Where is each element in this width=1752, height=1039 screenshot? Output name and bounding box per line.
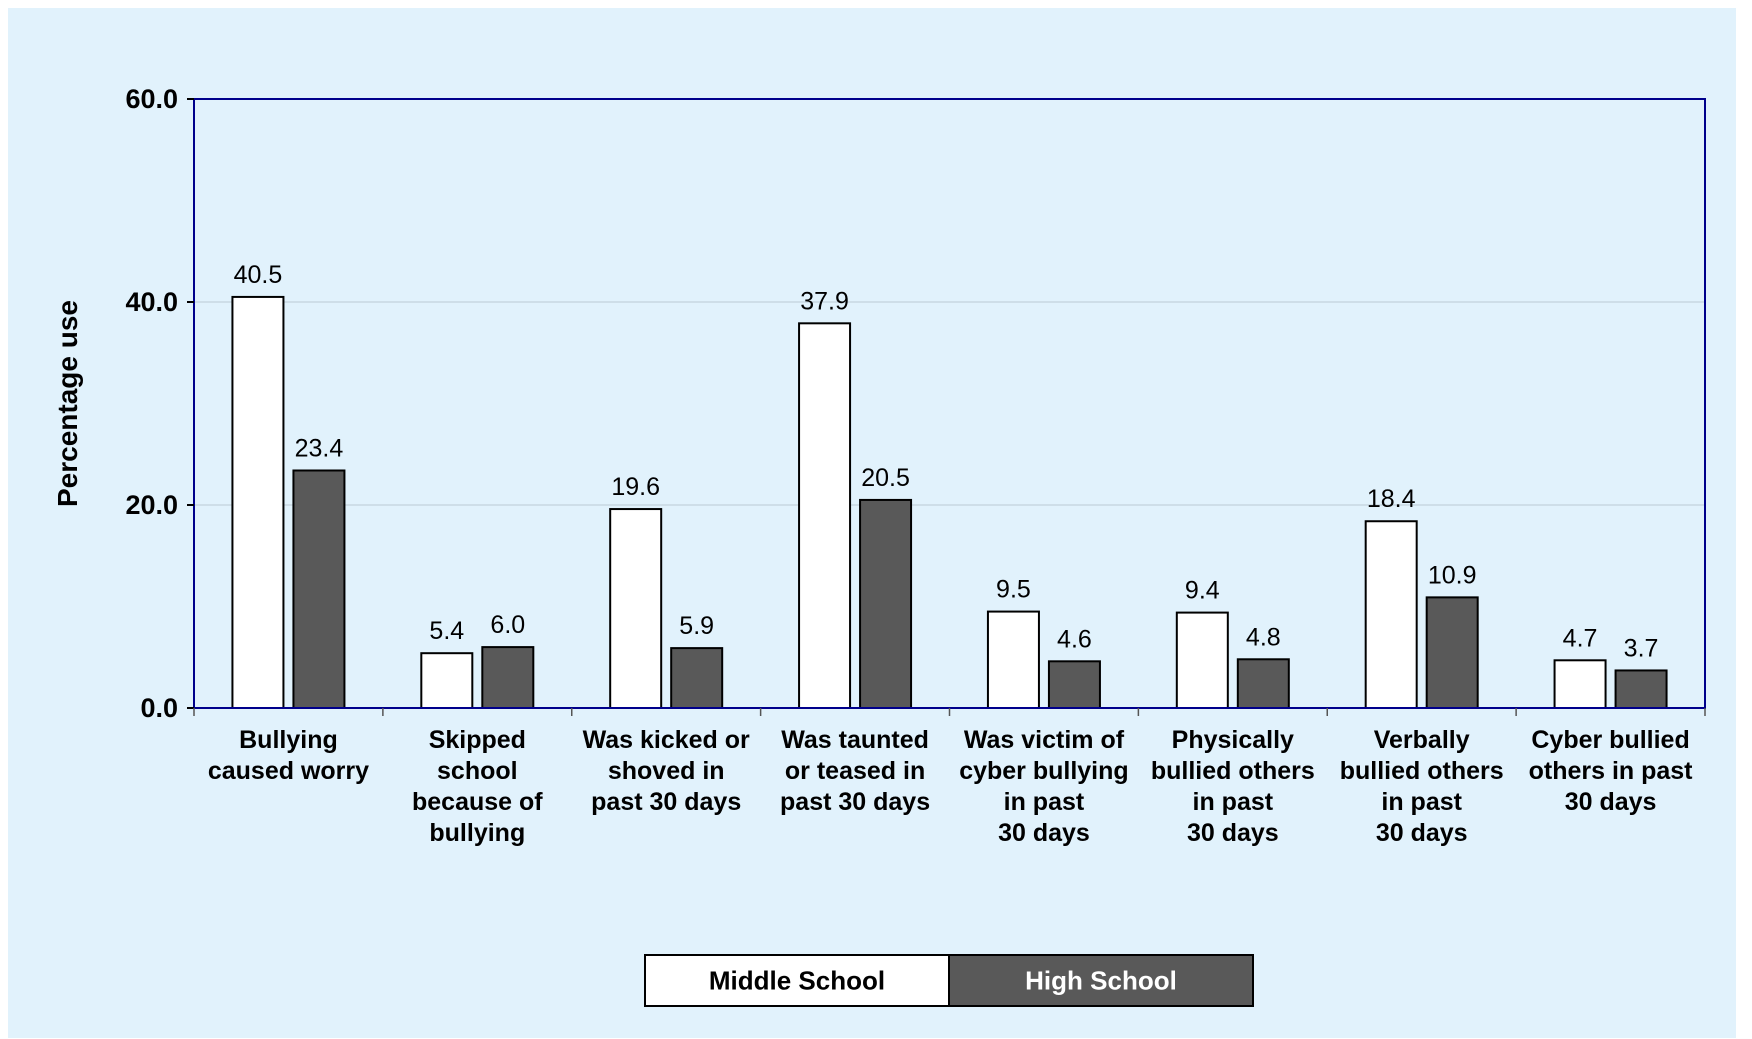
legend-label-high-school: High School [1025, 966, 1177, 996]
x-tick-label-line: 30 days [1565, 788, 1657, 816]
x-tick-label: Was kicked or shoved in past 30 days [583, 726, 750, 816]
x-tick-label-line: in past [1004, 788, 1085, 816]
x-tick-label: Skipped school because of bullying [412, 726, 543, 847]
data-label: 4.8 [1246, 623, 1281, 651]
bar-high-school [670, 647, 724, 709]
data-label: 40.5 [234, 261, 283, 289]
bar-high-school [1236, 658, 1290, 710]
data-label: 18.4 [1367, 485, 1416, 513]
legend-swatch-middle-school [644, 954, 950, 1007]
bar-middle-school [798, 322, 852, 709]
y-tick-label: 60.0 [125, 84, 178, 114]
x-tick-label: Verbally bullied others in past 30 days [1340, 726, 1504, 847]
data-label: 3.7 [1624, 634, 1659, 662]
data-label: 5.4 [429, 617, 464, 645]
bar-middle-school [986, 610, 1040, 710]
x-axis: Bullying caused worry Skipped school because… [193, 708, 1706, 847]
x-tick-label-line: 30 days [998, 819, 1090, 847]
x-tick-label-line: caused worry [208, 757, 369, 785]
x-tick-label: Physically bullied others in past 30 days [1151, 726, 1315, 847]
x-tick-label: Was victim of cyber bullying in past 30 day… [959, 726, 1128, 847]
x-tick-label-line: or teased in [785, 757, 925, 785]
x-tick-label-line: Was victim of [964, 726, 1125, 754]
y-tick-label: 20.0 [125, 490, 178, 520]
x-tick-label: Cyber bullied others in past 30 days [1529, 726, 1694, 816]
bar-chart: 40.5 5.4 19.6 37.9 9.5 9.4 18.4 4.7 23.4 6.0 5.9 20… [52, 84, 1706, 1007]
x-tick-label-line: Skipped [429, 726, 526, 754]
x-tick-label-line: others in past [1529, 757, 1694, 785]
data-label: 6.0 [490, 611, 525, 639]
x-tick-label-line: in past [1193, 788, 1274, 816]
bar-high-school [1614, 669, 1668, 710]
bar-high-school [859, 498, 913, 709]
bar-high-school [481, 646, 535, 709]
x-tick-label-line: 30 days [1376, 819, 1468, 847]
x-tick-label-line: bullied others [1151, 757, 1315, 785]
x-tick-label-line: cyber bullying [959, 757, 1128, 785]
x-tick-label: Was taunted or teased in past 30 days [780, 726, 930, 816]
bar-middle-school [420, 652, 474, 710]
data-label: 19.6 [611, 473, 660, 501]
data-labels: 40.5 5.4 19.6 37.9 9.5 9.4 18.4 4.7 23.4 6.0 5.9 20… [234, 261, 1659, 663]
x-tick-label-line: because of [412, 788, 543, 816]
y-axis: 0.0 20.0 40.0 60.0 Percentage use [52, 84, 194, 723]
data-label: 4.6 [1057, 625, 1092, 653]
data-label: 9.4 [1185, 577, 1220, 605]
x-tick-label-line: Was taunted [781, 726, 929, 754]
bar-middle-school [1364, 520, 1418, 709]
x-tick-label-line: Verbally [1374, 726, 1470, 754]
x-tick-label-line: Physically [1172, 726, 1294, 754]
legend: Middle School High School [644, 954, 1254, 1007]
data-label: 10.9 [1428, 561, 1477, 589]
bars [231, 295, 1668, 710]
data-label: 5.9 [679, 612, 714, 640]
data-label: 37.9 [800, 287, 849, 315]
data-label: 20.5 [861, 464, 910, 492]
x-tick-label-line: Was kicked or [583, 726, 750, 754]
x-tick-label-line: in past [1381, 788, 1462, 816]
bar-middle-school [609, 508, 663, 709]
data-label: 4.7 [1563, 624, 1598, 652]
y-tick-label: 40.0 [125, 287, 178, 317]
x-tick-label-line: bullying [429, 819, 525, 847]
x-tick-label-line: Cyber bullied [1531, 726, 1689, 754]
bar-middle-school [231, 295, 285, 709]
bar-high-school [1425, 596, 1479, 709]
x-tick-label-line: past 30 days [591, 788, 741, 816]
y-tick-label: 0.0 [140, 693, 178, 723]
data-label: 23.4 [295, 434, 344, 462]
x-tick-label: Bullying caused worry [208, 726, 369, 785]
legend-swatch-high-school [948, 954, 1254, 1007]
bar-middle-school [1175, 611, 1229, 710]
bar-high-school [1047, 660, 1101, 709]
x-tick-label-line: 30 days [1187, 819, 1279, 847]
legend-label-middle-school: Middle School [709, 966, 885, 996]
x-tick-label-line: school [437, 757, 518, 785]
bar-middle-school [1553, 659, 1607, 709]
x-tick-label-line: bullied others [1340, 757, 1504, 785]
y-axis-label: Percentage use [52, 300, 83, 507]
x-tick-label-line: Bullying [239, 726, 338, 754]
bar-high-school [292, 469, 346, 709]
x-tick-label-line: past 30 days [780, 788, 930, 816]
x-tick-label-line: shoved in [608, 757, 725, 785]
gridlines [194, 301, 1705, 506]
chart-panel: 40.5 5.4 19.6 37.9 9.5 9.4 18.4 4.7 23.4 6.0 5.9 20… [8, 8, 1736, 1038]
data-label: 9.5 [996, 576, 1031, 604]
